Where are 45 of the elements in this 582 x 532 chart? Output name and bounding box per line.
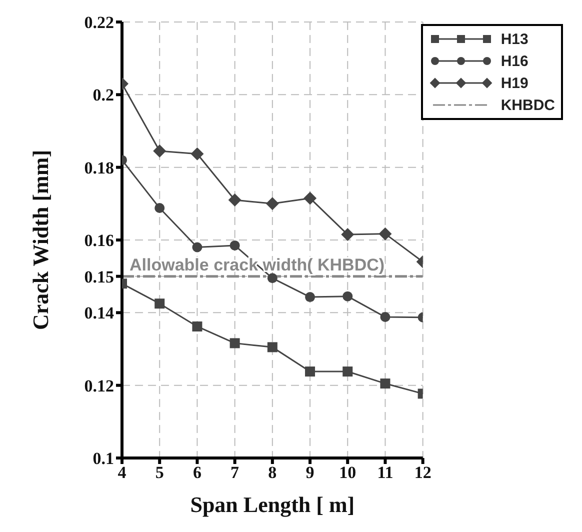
legend-label: H16 (500, 52, 528, 70)
x-tick-label: 12 (414, 463, 432, 482)
x-tick-label: 8 (268, 463, 277, 482)
point (267, 273, 278, 284)
point (305, 366, 316, 377)
point (192, 242, 202, 252)
point (190, 147, 204, 160)
y-tick-label: 0.15 (84, 267, 114, 286)
x-tick-label: 11 (377, 463, 394, 482)
point (305, 292, 316, 302)
legend-label: H19 (500, 74, 528, 92)
point (153, 144, 166, 158)
point (380, 378, 390, 389)
point (266, 197, 279, 210)
y-tick-label: 0.16 (84, 231, 114, 250)
x-tick-label: 5 (155, 463, 164, 482)
y-axis-title: Crack Width [mm] (28, 150, 53, 330)
y-tick-label: 0.1 (92, 449, 114, 468)
point (304, 192, 317, 205)
x-tick-label: 4 (118, 463, 127, 482)
point (154, 203, 165, 214)
legend-label: H13 (500, 30, 528, 48)
annotation: Allowable crack width( KHBDC) (130, 255, 385, 274)
point (228, 194, 242, 207)
point (154, 298, 165, 309)
point (230, 338, 240, 348)
legend-label: KHBDC (500, 96, 555, 114)
point (341, 228, 354, 242)
y-tick-label: 0.22 (84, 13, 114, 32)
point (378, 227, 392, 240)
point (267, 342, 278, 352)
y-tick-label: 0.2 (92, 86, 114, 105)
x-axis-title: Span Length [ m] (190, 492, 355, 517)
point (380, 312, 390, 322)
point (342, 291, 353, 302)
y-tick-label: 0.12 (84, 376, 114, 396)
x-tick-label: 6 (192, 463, 202, 482)
x-tick-label: 10 (339, 463, 356, 482)
y-tick-label: 0.18 (84, 158, 114, 178)
point (230, 240, 240, 250)
point (342, 366, 353, 377)
x-tick-label: 7 (230, 463, 240, 482)
y-tick-label: 0.14 (84, 304, 114, 323)
x-tick-label: 9 (306, 463, 314, 482)
point (192, 321, 202, 332)
